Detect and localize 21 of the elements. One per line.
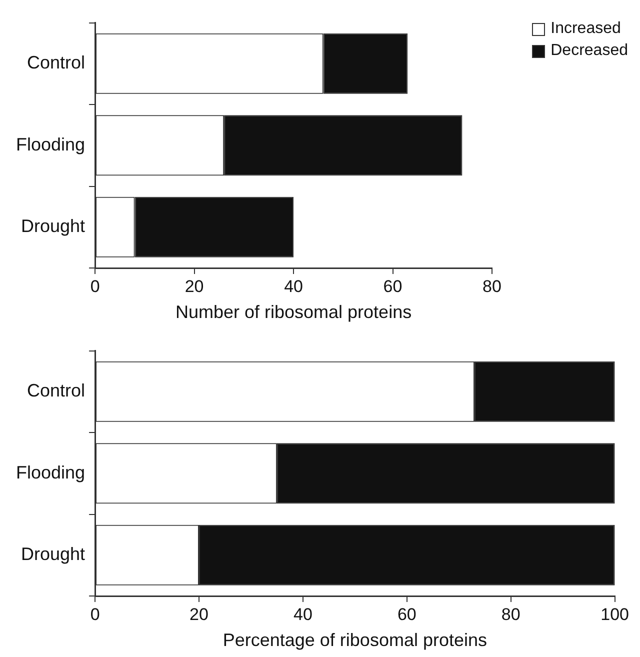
- x-axis-title: Percentage of ribosomal proteins: [222, 630, 488, 650]
- x-tick-label: 60: [397, 604, 416, 624]
- y-tick-label: Flooding: [16, 462, 86, 482]
- x-tick-label: 40: [284, 276, 303, 296]
- legend-label: Decreased: [550, 42, 628, 60]
- y-tick-label: Drought: [21, 544, 86, 564]
- y-tick-label: Flooding: [16, 134, 86, 154]
- y-tick-label: Drought: [21, 216, 86, 236]
- x-tick-label: 20: [190, 604, 208, 624]
- y-tick-label: Control: [27, 380, 86, 401]
- x-tick-label: 0: [90, 276, 100, 296]
- x-tick-label: 80: [501, 604, 520, 624]
- x-axis-title: Number of ribosomal proteins: [175, 302, 412, 322]
- x-tick-label: 40: [293, 604, 312, 624]
- x-tick-label: 0: [90, 604, 100, 624]
- y-tick-label: Control: [27, 52, 86, 73]
- x-tick-label: 100: [600, 604, 630, 624]
- x-tick-label: 60: [383, 276, 402, 296]
- x-tick-label: 80: [482, 276, 502, 296]
- text: Increased: [550, 20, 621, 38]
- x-tick-label: 20: [184, 276, 204, 296]
